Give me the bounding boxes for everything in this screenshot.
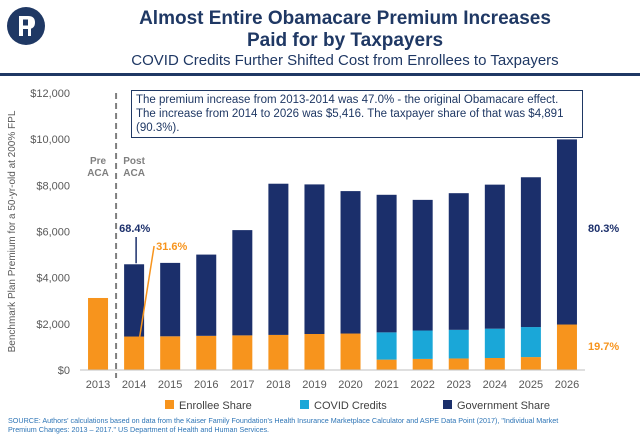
enrollee-share-2014-pointer: [136, 245, 155, 354]
x-tick-label: 2013: [86, 379, 110, 391]
x-tick-label: 2023: [447, 379, 471, 391]
pre-aca-label-line-2: ACA: [87, 168, 109, 179]
bar-government-share-2016: [196, 254, 217, 336]
bar-government-share-2019: [304, 184, 325, 334]
source-note: SOURCE: Authors' calculations based on d…: [8, 416, 559, 434]
bar-covid-credits-2021: [376, 332, 397, 360]
x-tick-label: 2014: [122, 379, 146, 391]
x-tick-label: 2019: [302, 379, 326, 391]
x-tick-label: 2018: [266, 379, 290, 391]
x-tick-label: 2017: [230, 379, 254, 391]
bar-government-share-2021: [376, 194, 397, 333]
bar-enrollee-share-2023: [448, 358, 469, 370]
bar-enrollee-share-2021: [376, 359, 397, 370]
gov-share-2026-label: 80.3%: [588, 223, 619, 235]
bar-government-share-2022: [412, 199, 433, 331]
bar-government-share-2017: [232, 230, 253, 336]
legend-label-government-share: Government Share: [457, 400, 550, 412]
bar-enrollee-share-2015: [160, 336, 181, 370]
bar-government-share-2023: [448, 193, 469, 330]
bar-enrollee-share-2020: [340, 333, 361, 370]
x-tick-label: 2021: [374, 379, 398, 391]
bar-covid-credits-2023: [448, 329, 469, 359]
bar-enrollee-share-2014: [124, 336, 145, 370]
bar-covid-credits-2022: [412, 330, 433, 359]
bar-government-share-2020: [340, 191, 361, 334]
logo-letter-i: [28, 22, 31, 36]
chart-title: Almost Entire Obamacare Premium Increase…: [60, 8, 630, 52]
x-tick-label: 2015: [158, 379, 182, 391]
bar-covid-credits-2025: [520, 327, 541, 358]
annotation-box: The premium increase from 2013-2014 was …: [131, 90, 583, 138]
legend-swatch-covid-credits: [300, 400, 309, 409]
bar-government-share-2018: [268, 183, 289, 335]
x-tick-label: 2020: [338, 379, 362, 391]
bar-enrollee-share-2018: [268, 334, 289, 370]
chart-subtitle: COVID Credits Further Shifted Cost from …: [131, 52, 559, 69]
x-tick-label: 2024: [483, 379, 507, 391]
bar-enrollee-share-2017: [232, 335, 253, 370]
bar-enrollee-share-2022: [412, 358, 433, 370]
post-aca-label-line-1: Post: [123, 156, 145, 167]
bar-enrollee-share-2024: [484, 357, 505, 370]
bar-enrollee-share-2025: [520, 357, 541, 370]
enrollee-share-2026-label: 19.7%: [588, 341, 619, 353]
bar-government-share-2026: [556, 139, 577, 325]
logo-letter-p-hole: [23, 19, 28, 26]
y-tick-label: $0: [58, 365, 70, 377]
pre-aca-label-line-1: Pre: [90, 156, 107, 167]
y-tick-label: $6,000: [36, 227, 70, 239]
title-line-2: Paid for by Taxpayers: [246, 30, 444, 51]
bar-enrollee-share-2016: [196, 335, 217, 370]
y-tick-label: $12,000: [30, 88, 70, 100]
bar-government-share-2014: [124, 264, 145, 337]
post-aca-label-line-2: ACA: [123, 168, 145, 179]
legend-label-enrollee-share: Enrollee Share: [179, 400, 252, 412]
legend-swatch-enrollee-share: [165, 400, 174, 409]
bar-government-share-2025: [520, 177, 541, 328]
bar-enrollee-share-2013: [88, 297, 109, 370]
legend-swatch-government-share: [443, 400, 452, 409]
y-tick-label: $4,000: [36, 273, 70, 285]
gov-share-2014-label: 68.4%: [119, 223, 150, 235]
bar-government-share-2015: [160, 262, 181, 337]
enrollee-share-2014-label: 31.6%: [156, 241, 187, 253]
x-tick-label: 2022: [410, 379, 434, 391]
y-tick-label: $8,000: [36, 180, 70, 192]
x-tick-label: 2026: [555, 379, 579, 391]
bar-enrollee-share-2019: [304, 333, 325, 370]
y-tick-label: $10,000: [30, 134, 70, 146]
logo: [7, 7, 45, 45]
legend-label-covid-credits: COVID Credits: [314, 400, 387, 412]
y-axis-label: Benchmark Plan Premium for a 50-yr-old a…: [7, 110, 18, 352]
x-tick-label: 2016: [194, 379, 218, 391]
bar-enrollee-share-2026: [556, 324, 577, 370]
x-tick-label: 2025: [519, 379, 543, 391]
y-tick-label: $2,000: [36, 319, 70, 331]
bar-government-share-2024: [484, 184, 505, 329]
title-line-1: Almost Entire Obamacare Premium Increase…: [139, 8, 551, 29]
bar-covid-credits-2024: [484, 328, 505, 358]
title-divider: [0, 73, 640, 76]
